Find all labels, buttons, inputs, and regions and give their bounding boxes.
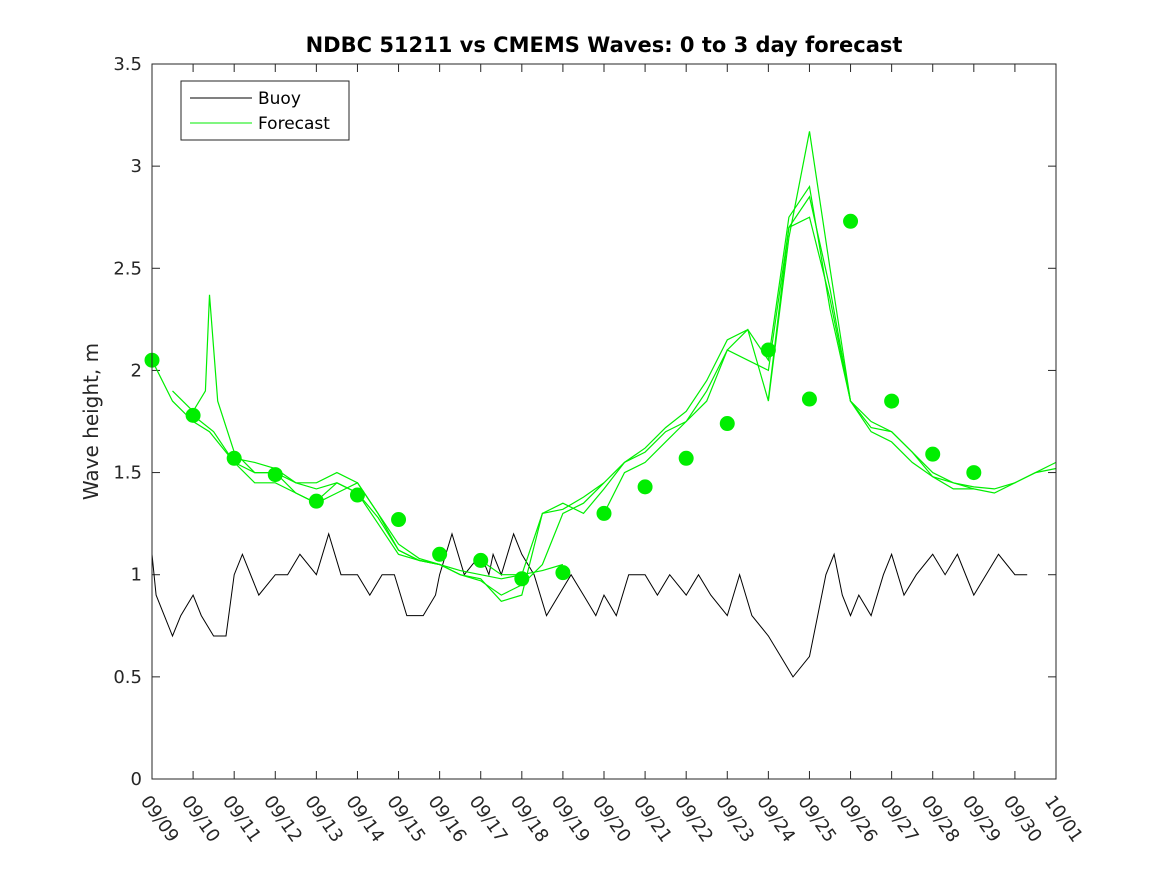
x-tick-label: 10/01 [1040, 792, 1087, 847]
forecast-marker [185, 407, 201, 423]
x-tick-label: 09/27 [876, 792, 923, 847]
x-tick-label: 09/15 [382, 792, 429, 847]
forecast-marker [678, 450, 694, 466]
x-tick-label: 09/18 [506, 792, 553, 847]
forecast-run-line [151, 359, 317, 504]
y-tick-label: 1.5 [113, 463, 142, 484]
x-tick-label: 09/30 [999, 792, 1046, 847]
x-tick-label: 09/19 [547, 792, 594, 847]
forecast-run-line [172, 294, 440, 566]
forecast-marker [596, 505, 612, 521]
forecast-run-line [603, 195, 974, 514]
x-tick-label: 09/20 [588, 792, 635, 847]
forecast-marker [884, 393, 900, 409]
forecast-marker [801, 391, 817, 407]
chart-title: NDBC 51211 vs CMEMS Waves: 0 to 3 day fo… [306, 33, 903, 57]
forecast-marker [391, 512, 407, 528]
forecast-marker [267, 467, 283, 483]
forecast-run-line [685, 185, 1057, 490]
plot-area: 00.511.522.533.509/0909/1009/1109/1209/1… [113, 54, 1087, 846]
legend-forecast-label: Forecast [258, 114, 330, 134]
x-tick-label: 09/25 [793, 792, 840, 847]
forecast-marker [308, 493, 324, 509]
x-tick-label: 09/23 [711, 792, 758, 847]
forecast-run-line [192, 414, 564, 580]
axes-frame [151, 63, 1057, 780]
x-tick-label: 09/22 [670, 792, 717, 847]
x-tick-label: 09/24 [752, 792, 799, 847]
forecast-marker [719, 416, 735, 432]
forecast-marker [226, 450, 242, 466]
x-tick-label: 09/13 [300, 792, 347, 847]
forecast-marker [843, 213, 859, 229]
legend-box [180, 80, 350, 141]
legend: Buoy Forecast [180, 80, 350, 141]
x-tick-label: 09/26 [834, 792, 881, 847]
y-tick-label: 3 [131, 156, 142, 177]
legend-buoy-label: Buoy [258, 89, 301, 109]
x-tick-label: 09/12 [259, 792, 306, 847]
y-tick-label: 1 [131, 565, 142, 586]
y-tick-label: 2 [131, 360, 142, 381]
forecast-run-line [480, 131, 852, 576]
forecast-marker [349, 487, 365, 503]
forecast-run-line [767, 216, 1057, 494]
x-tick-label: 09/16 [424, 792, 471, 847]
x-tick-label: 09/10 [177, 792, 224, 847]
forecast-marker [473, 552, 489, 568]
buoy-series-line [151, 532, 1028, 678]
forecast-marker [966, 465, 982, 481]
x-tick-label: 09/28 [917, 792, 964, 847]
x-tick-label: 09/29 [958, 792, 1005, 847]
y-tick-label: 3.5 [113, 54, 142, 75]
forecast-marker [432, 546, 448, 562]
x-tick-label: 09/11 [218, 792, 265, 847]
y-tick-label: 2.5 [113, 258, 142, 279]
forecast-marker [555, 565, 571, 581]
forecast-marker [637, 479, 653, 495]
x-tick-label: 09/14 [341, 792, 388, 847]
x-tick-label: 09/09 [136, 792, 183, 847]
forecast-marker [760, 342, 776, 358]
x-tick-label: 09/21 [629, 792, 676, 847]
forecast-marker [925, 446, 941, 462]
y-tick-label: 0.5 [113, 667, 142, 688]
y-axis-label: Wave height, m [79, 343, 103, 500]
x-tick-label: 09/17 [465, 792, 512, 847]
forecast-run-line [234, 457, 605, 596]
y-tick-label: 0 [131, 769, 142, 790]
forecast-marker [514, 571, 530, 587]
